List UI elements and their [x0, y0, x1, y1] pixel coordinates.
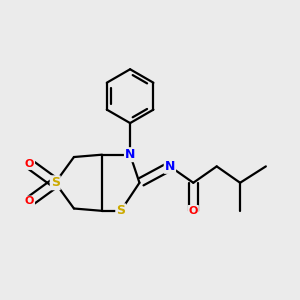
Text: O: O: [25, 159, 34, 169]
Text: N: N: [165, 160, 175, 173]
Text: N: N: [125, 148, 135, 161]
Text: O: O: [25, 196, 34, 206]
Text: O: O: [189, 206, 198, 216]
Text: S: S: [116, 204, 125, 217]
Text: S: S: [51, 176, 60, 189]
